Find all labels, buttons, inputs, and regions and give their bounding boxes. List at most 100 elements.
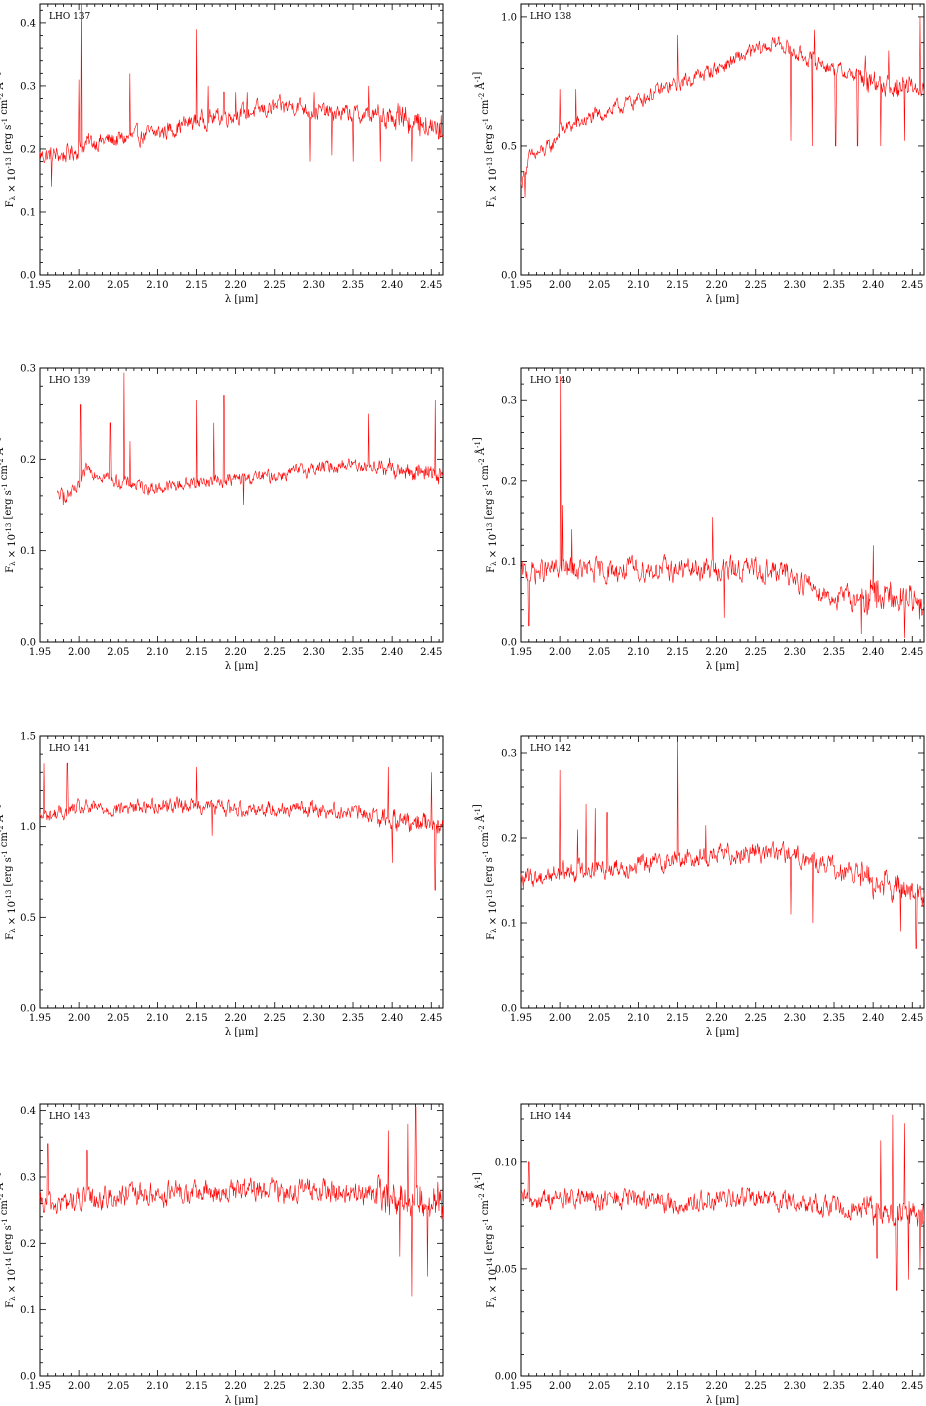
x-axis-label: λ [μm] xyxy=(706,661,739,672)
y-tick-label: 0.1 xyxy=(20,1305,36,1316)
y-tick-label: 0.0 xyxy=(501,1004,517,1015)
x-tick-label: 1.95 xyxy=(29,1013,51,1024)
y-axis-label: Fλ × 10-14 [erg s-1 cm-2 Å-1] xyxy=(0,1172,18,1308)
spectrum-line xyxy=(520,740,925,949)
x-tick-label: 2.40 xyxy=(381,280,403,291)
panel-label: LHO 144 xyxy=(530,1112,572,1122)
y-tick-label: 0.0 xyxy=(20,271,36,282)
x-tick-label: 2.15 xyxy=(185,280,207,291)
x-tick-label: 2.10 xyxy=(627,1381,649,1392)
x-axis-label: λ [μm] xyxy=(225,1395,258,1406)
x-tick-label: 2.20 xyxy=(705,1381,727,1392)
y-tick-label: 1.5 xyxy=(20,732,36,743)
x-tick-label: 2.45 xyxy=(901,647,923,658)
y-axis-label: Fλ × 10-13 [erg s-1 cm-2 Å-1] xyxy=(0,72,18,208)
x-tick-label: 2.40 xyxy=(862,1013,884,1024)
x-tick-label: 2.05 xyxy=(588,1013,610,1024)
x-tick-label: 2.20 xyxy=(224,647,246,658)
y-tick-label: 0.5 xyxy=(501,141,517,152)
x-tick-label: 2.30 xyxy=(784,280,806,291)
y-tick-label: 0.2 xyxy=(501,476,517,487)
spectrum-panel: 1.95 2.00 2.05 2.10 2.15 2.20 2.25 2.30 2.35 2.40… xyxy=(0,364,444,672)
x-tick-label: 2.05 xyxy=(588,280,610,291)
y-axis-label: Fλ × 10-13 [erg s-1 cm-2 Å-1] xyxy=(472,437,499,573)
spectrum-panel: 1.95 2.00 2.05 2.10 2.15 2.20 2.25 2.30 2.35 2.40… xyxy=(472,3,925,305)
x-tick-label: 2.20 xyxy=(224,1381,246,1392)
x-tick-label: 2.00 xyxy=(68,1381,90,1392)
y-tick-label: 0.0 xyxy=(501,271,517,282)
x-tick-label: 2.15 xyxy=(185,647,207,658)
x-tick-label: 2.30 xyxy=(784,1381,806,1392)
y-tick-label: 0.3 xyxy=(20,81,36,92)
spectrum-line xyxy=(39,3,444,187)
x-tick-label: 2.35 xyxy=(823,280,845,291)
y-tick-label: 0.1 xyxy=(20,207,36,218)
y-tick-label: 1.0 xyxy=(501,12,517,23)
x-tick-label: 2.00 xyxy=(68,1013,90,1024)
x-tick-label: 2.30 xyxy=(784,647,806,658)
x-tick-label: 2.35 xyxy=(342,1381,364,1392)
x-tick-label: 2.15 xyxy=(185,1013,207,1024)
x-tick-label: 2.00 xyxy=(549,1013,571,1024)
x-tick-label: 2.30 xyxy=(303,280,325,291)
y-tick-label: 0.0 xyxy=(20,1004,36,1015)
x-axis-label: λ [μm] xyxy=(706,1027,739,1038)
y-tick-label: 0.3 xyxy=(501,396,517,407)
x-tick-label: 2.35 xyxy=(823,647,845,658)
x-tick-label: 2.10 xyxy=(146,1381,168,1392)
x-tick-label: 2.05 xyxy=(107,1381,129,1392)
x-tick-label: 2.10 xyxy=(627,1013,649,1024)
x-tick-label: 2.40 xyxy=(862,280,884,291)
y-tick-label: 0.3 xyxy=(501,749,517,760)
plot-frame xyxy=(39,3,444,276)
y-tick-label: 1.0 xyxy=(20,822,36,833)
plot-frame xyxy=(520,735,925,1009)
panel-label: LHO 141 xyxy=(49,744,90,754)
panel-label: LHO 137 xyxy=(49,12,91,22)
x-tick-label: 2.20 xyxy=(224,280,246,291)
plot-frame xyxy=(39,735,444,1009)
spectrum-line xyxy=(520,376,925,638)
x-tick-label: 2.10 xyxy=(146,647,168,658)
y-tick-label: 0.4 xyxy=(20,1106,36,1117)
x-tick-label: 2.35 xyxy=(342,1013,364,1024)
x-tick-label: 2.05 xyxy=(588,1381,610,1392)
x-tick-label: 2.05 xyxy=(588,647,610,658)
panel-label: LHO 143 xyxy=(49,1112,91,1122)
x-tick-label: 2.40 xyxy=(862,647,884,658)
y-tick-label: 0.3 xyxy=(20,1172,36,1183)
x-tick-label: 2.25 xyxy=(745,280,767,291)
x-axis-label: λ [μm] xyxy=(225,1027,258,1038)
x-tick-label: 2.35 xyxy=(823,1381,845,1392)
y-tick-label: 0.0 xyxy=(501,638,517,649)
x-tick-label: 2.05 xyxy=(107,280,129,291)
x-tick-label: 2.10 xyxy=(627,280,649,291)
y-tick-label: 0.4 xyxy=(20,18,36,29)
x-tick-label: 2.40 xyxy=(381,647,403,658)
x-tick-label: 2.20 xyxy=(705,647,727,658)
x-tick-label: 2.00 xyxy=(549,647,571,658)
x-tick-label: 2.05 xyxy=(107,647,129,658)
plot-frame xyxy=(520,367,925,643)
x-tick-label: 2.35 xyxy=(342,647,364,658)
x-tick-label: 2.35 xyxy=(342,280,364,291)
spectrum-panel: 1.95 2.00 2.05 2.10 2.15 2.20 2.25 2.30 2.35 2.40… xyxy=(0,1103,444,1406)
x-tick-label: 1.95 xyxy=(510,1381,532,1392)
panel-label: LHO 138 xyxy=(530,12,572,22)
x-tick-label: 2.10 xyxy=(146,280,168,291)
x-tick-label: 2.15 xyxy=(666,280,688,291)
x-tick-label: 2.30 xyxy=(303,1013,325,1024)
x-tick-label: 1.95 xyxy=(29,1381,51,1392)
x-axis-label: λ [μm] xyxy=(225,294,258,305)
x-tick-label: 2.40 xyxy=(381,1381,403,1392)
x-tick-label: 2.45 xyxy=(901,280,923,291)
x-tick-label: 2.25 xyxy=(264,1381,286,1392)
x-tick-label: 1.95 xyxy=(510,1013,532,1024)
y-tick-label: 0.0 xyxy=(20,1372,36,1383)
spectrum-panel: 1.95 2.00 2.05 2.10 2.15 2.20 2.25 2.30 2.35 2.40… xyxy=(0,732,444,1038)
x-tick-label: 2.45 xyxy=(420,280,442,291)
x-tick-label: 2.25 xyxy=(745,1381,767,1392)
spectrum-panel: 1.95 2.00 2.05 2.10 2.15 2.20 2.25 2.30 2.35 2.40… xyxy=(472,735,925,1038)
y-tick-label: 0.1 xyxy=(501,919,517,930)
